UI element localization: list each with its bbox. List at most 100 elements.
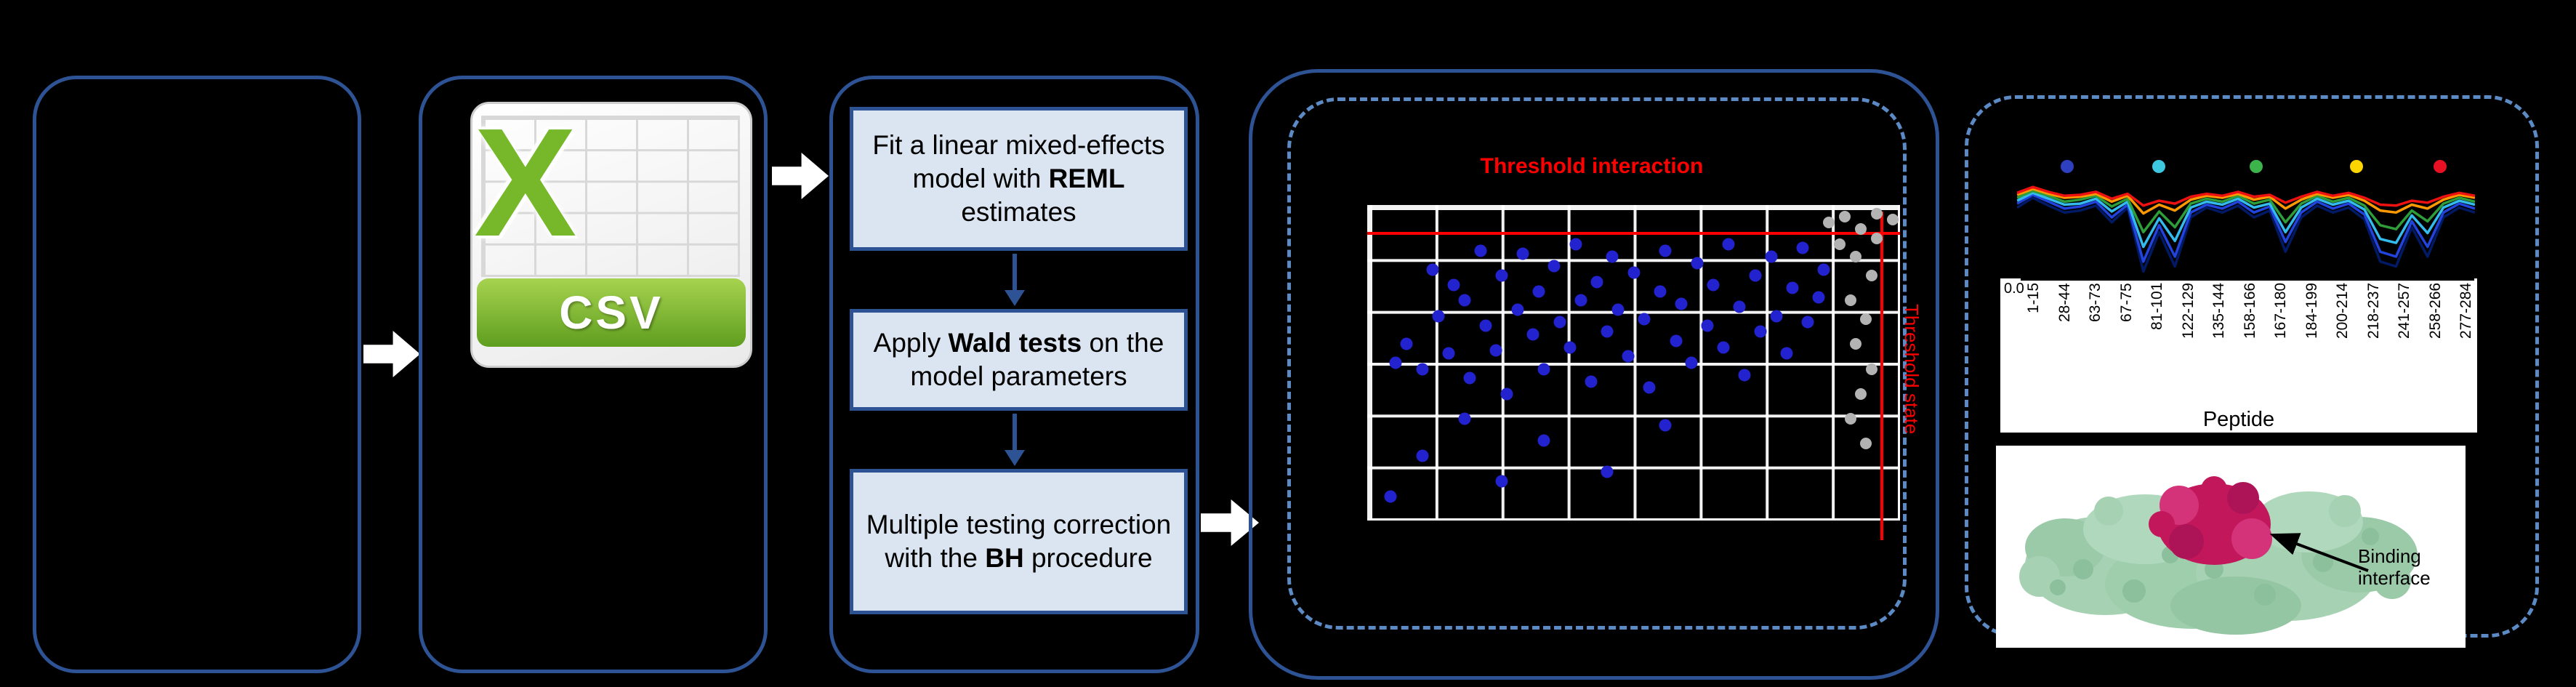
step-wald-text-bold: Wald tests — [948, 327, 1082, 358]
nonsignificant-data-point — [1839, 210, 1851, 222]
significant-data-point — [1489, 344, 1502, 357]
nonsignificant-data-point — [1886, 214, 1899, 226]
condition-marker-dot — [2061, 160, 2074, 173]
nonsignificant-data-point — [1865, 363, 1877, 375]
binding-interface-arrow — [2269, 533, 2369, 572]
significant-data-point — [1516, 247, 1529, 260]
peptide-axis-label: 158-166 — [2241, 283, 2258, 340]
peptide-axis-label: 81-101 — [2149, 283, 2165, 331]
nonsignificant-data-point — [1855, 222, 1867, 235]
peptide-axis-label: 1-15 — [2025, 283, 2042, 314]
significant-data-point — [1416, 449, 1429, 462]
csv-icon-banner-label: CSV — [477, 278, 746, 347]
uptake-series-line — [2017, 193, 2475, 263]
significant-data-point — [1585, 375, 1598, 388]
significant-data-point — [1622, 350, 1635, 363]
significant-data-point — [1500, 387, 1513, 401]
panel-global-results: Threshold interaction Threshold state — [1249, 69, 1939, 680]
uptake-series-line — [2017, 196, 2475, 273]
threshold-interaction-line — [1367, 232, 1900, 236]
panel-peptide-results: 0.0 1-15 28-44 63-73 67-75 81-101 122-129 135-… — [1965, 95, 2539, 648]
step-bh-text-pre: with the — [885, 543, 986, 573]
nonsignificant-data-point — [1870, 207, 1883, 220]
peptide-axis-label: 218-237 — [2364, 283, 2382, 340]
step-wald-text-pre: Apply — [873, 327, 949, 358]
significant-data-point — [1643, 381, 1656, 394]
significant-data-point — [1817, 263, 1830, 276]
results-dashed-frame — [1287, 97, 1907, 630]
nonsignificant-data-point — [1870, 232, 1883, 244]
peptide-axis-label: 258-266 — [2426, 283, 2444, 340]
significant-data-point — [1458, 412, 1471, 425]
significant-data-point — [1733, 300, 1746, 313]
significant-data-point — [1537, 434, 1550, 447]
peptide-axis-label: 28-44 — [2056, 283, 2073, 322]
significant-data-point — [1447, 278, 1460, 292]
peptide-axis-box: 0.0 1-15 28-44 63-73 67-75 81-101 122-129 135-… — [2000, 278, 2477, 433]
flow-arrow-right-2 — [772, 153, 829, 199]
uptake-series-line — [2017, 189, 2475, 234]
significant-data-point — [1432, 310, 1444, 323]
nonsignificant-data-point — [1844, 413, 1856, 425]
peptide-axis-label: 184-199 — [2303, 283, 2320, 340]
significant-data-point — [1574, 294, 1587, 307]
step-wald-box: Apply Wald tests on the model parameters — [850, 309, 1188, 411]
csv-file-icon: X CSV — [456, 96, 760, 374]
significant-data-point — [1606, 250, 1619, 263]
step-reml-text-bold: REML — [1048, 163, 1125, 193]
flow-arrow-down-2 — [1004, 414, 1025, 466]
y-axis-tick-label: 0.0 — [2004, 281, 2024, 297]
significant-data-point — [1479, 319, 1492, 332]
significant-data-point — [1511, 303, 1524, 316]
protein-structure-illustration — [2019, 476, 2418, 635]
step-reml-text-post: estimates — [961, 197, 1076, 228]
uptake-series-line — [2017, 191, 2475, 249]
step-bh-box: Multiple testing correction with the BH p… — [850, 469, 1188, 614]
scatter-right-axis-label: Threshold state — [1901, 304, 1923, 435]
significant-data-point — [1685, 356, 1698, 369]
significant-data-point — [1495, 269, 1508, 282]
significant-data-point — [1569, 238, 1582, 251]
nonsignificant-data-point — [1844, 294, 1856, 307]
scatter-plot — [1367, 205, 1900, 540]
significant-data-point — [1780, 347, 1793, 360]
nonsignificant-data-point — [1849, 338, 1861, 350]
panel-input-data — [33, 76, 361, 673]
step-reml-text-pre: Fit a linear mixed-effects model with — [872, 129, 1165, 193]
nonsignificant-data-point — [1860, 313, 1872, 326]
significant-data-point — [1717, 341, 1730, 354]
significant-data-point — [1638, 313, 1651, 326]
significant-data-point — [1722, 238, 1735, 251]
step-bh-text: Multiple testing correction with the BH p… — [866, 508, 1172, 576]
significant-data-point — [1416, 363, 1429, 376]
step-bh-text-line1: Multiple testing correction — [866, 509, 1172, 539]
peptide-axis-label: 122-129 — [2179, 283, 2197, 340]
significant-data-point — [1426, 263, 1439, 276]
significant-data-point — [1458, 294, 1471, 307]
nonsignificant-data-point — [1855, 387, 1867, 400]
binding-interface-region — [2149, 476, 2272, 565]
step-bh-text-post: procedure — [1023, 543, 1153, 573]
nonsignificant-data-point — [1849, 251, 1861, 263]
significant-data-point — [1400, 337, 1413, 350]
significant-data-point — [1796, 241, 1809, 254]
step-bh-text-bold: BH — [985, 543, 1024, 573]
nonsignificant-data-point — [1823, 217, 1835, 229]
condition-marker-dot — [2250, 160, 2263, 173]
significant-data-point — [1611, 303, 1625, 316]
significant-data-point — [1670, 334, 1683, 347]
significant-data-point — [1754, 325, 1767, 338]
peptide-axis-label: 277-284 — [2458, 283, 2474, 340]
peptide-axis-label: 241-257 — [2396, 283, 2412, 340]
significant-data-point — [1563, 341, 1577, 354]
csv-icon-page: X CSV — [470, 96, 752, 368]
significant-data-point — [1701, 319, 1714, 332]
significant-data-point — [1786, 281, 1799, 294]
significant-data-point — [1707, 278, 1720, 292]
uptake-marker-row — [2017, 160, 2475, 174]
significant-data-point — [1384, 490, 1397, 503]
significant-data-point — [1627, 266, 1640, 279]
peptide-axis-label: 67-75 — [2117, 283, 2135, 322]
threshold-state-line — [1880, 212, 1883, 540]
